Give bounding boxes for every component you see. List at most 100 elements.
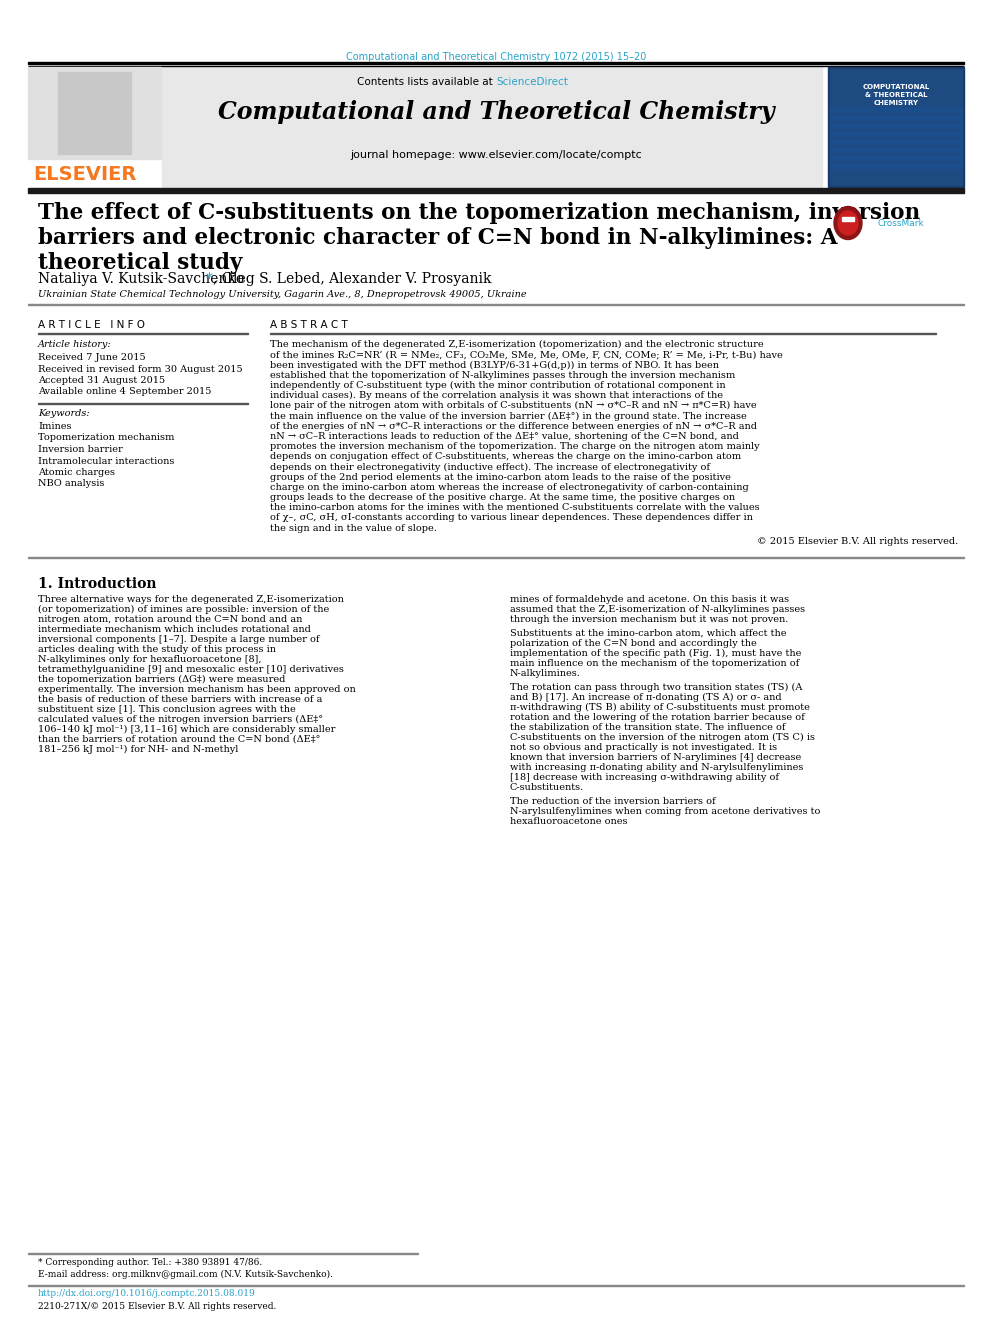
Text: E-mail address: org.milknv@gmail.com (N.V. Kutsik-Savchenko).: E-mail address: org.milknv@gmail.com (N.… bbox=[38, 1270, 333, 1279]
Text: promotes the inversion mechanism of the topomerization. The charge on the nitrog: promotes the inversion mechanism of the … bbox=[270, 442, 760, 451]
Text: mines of formaldehyde and acetone. On this basis it was: mines of formaldehyde and acetone. On th… bbox=[510, 595, 789, 603]
Text: independently of C-substituent type (with the minor contribution of rotational c: independently of C-substituent type (wit… bbox=[270, 381, 725, 390]
Text: * Corresponding author. Tel.: +380 93891 47/86.: * Corresponding author. Tel.: +380 93891… bbox=[38, 1258, 262, 1267]
Text: established that the topomerization of N-alkylimines passes through the inversio: established that the topomerization of N… bbox=[270, 370, 735, 380]
Text: through the inversion mechanism but it was not proven.: through the inversion mechanism but it w… bbox=[510, 615, 789, 624]
Bar bbox=[162, 67, 822, 187]
Text: N-alkylimines.: N-alkylimines. bbox=[510, 669, 581, 677]
Bar bbox=[830, 148, 962, 152]
Text: Keywords:: Keywords: bbox=[38, 409, 89, 418]
Text: 181–256 kJ mol⁻¹) for NH- and N-methyl: 181–256 kJ mol⁻¹) for NH- and N-methyl bbox=[38, 745, 238, 754]
Text: NBO analysis: NBO analysis bbox=[38, 479, 104, 488]
Text: The rotation can pass through two transition states (TS) (A: The rotation can pass through two transi… bbox=[510, 683, 803, 692]
Bar bbox=[58, 71, 131, 153]
Ellipse shape bbox=[838, 210, 858, 235]
Text: articles dealing with the study of this process in: articles dealing with the study of this … bbox=[38, 644, 276, 654]
Text: main influence on the mechanism of the topomerization of: main influence on the mechanism of the t… bbox=[510, 659, 800, 668]
Bar bbox=[830, 116, 962, 120]
Text: nitrogen atom, rotation around the C=N bond and an: nitrogen atom, rotation around the C=N b… bbox=[38, 615, 303, 624]
Text: , Oleg S. Lebed, Alexander V. Prosyanik: , Oleg S. Lebed, Alexander V. Prosyanik bbox=[213, 273, 492, 286]
Text: A R T I C L E   I N F O: A R T I C L E I N F O bbox=[38, 320, 145, 329]
Bar bbox=[828, 67, 964, 187]
Text: been investigated with the DFT method (B3LYP/6-31+G(d,p)) in terms of NBO. It ha: been investigated with the DFT method (B… bbox=[270, 360, 719, 369]
Text: Computational and Theoretical Chemistry: Computational and Theoretical Chemistry bbox=[217, 101, 775, 124]
Text: N-alkylimines only for hexafluoroacetone [8],: N-alkylimines only for hexafluoroacetone… bbox=[38, 655, 262, 664]
Text: The reduction of the inversion barriers of: The reduction of the inversion barriers … bbox=[510, 796, 715, 806]
Text: N-arylsulfenylimines when coming from acetone derivatives to: N-arylsulfenylimines when coming from ac… bbox=[510, 807, 820, 816]
Text: Topomerization mechanism: Topomerization mechanism bbox=[38, 434, 175, 442]
Text: Article history:: Article history: bbox=[38, 340, 112, 349]
Text: Nataliya V. Kutsik-Savchenko: Nataliya V. Kutsik-Savchenko bbox=[38, 273, 249, 286]
Text: http://dx.doi.org/10.1016/j.comptc.2015.08.019: http://dx.doi.org/10.1016/j.comptc.2015.… bbox=[38, 1289, 256, 1298]
Text: & THEORETICAL: & THEORETICAL bbox=[865, 93, 928, 98]
Text: COMPUTATIONAL: COMPUTATIONAL bbox=[862, 83, 930, 90]
Text: than the barriers of rotation around the C=N bond (ΔE‡°: than the barriers of rotation around the… bbox=[38, 734, 320, 744]
Text: the basis of reduction of these barriers with increase of a: the basis of reduction of these barriers… bbox=[38, 695, 322, 704]
Text: CHEMISTRY: CHEMISTRY bbox=[874, 101, 919, 106]
Text: Computational and Theoretical Chemistry 1072 (2015) 15–20: Computational and Theoretical Chemistry … bbox=[346, 52, 646, 62]
Text: Imines: Imines bbox=[38, 422, 71, 431]
Text: Accepted 31 August 2015: Accepted 31 August 2015 bbox=[38, 376, 165, 385]
Text: Received in revised form 30 August 2015: Received in revised form 30 August 2015 bbox=[38, 365, 243, 373]
Text: the sign and in the value of slope.: the sign and in the value of slope. bbox=[270, 524, 436, 533]
Text: barriers and electronic character of C=N bond in N-alkylimines: A: barriers and electronic character of C=N… bbox=[38, 228, 837, 249]
Bar bbox=[830, 69, 962, 185]
Text: *: * bbox=[206, 273, 213, 286]
Text: The effect of C-substituents on the topomerization mechanism, inversion: The effect of C-substituents on the topo… bbox=[38, 202, 921, 224]
Text: depends on conjugation effect of C-substituents, whereas the charge on the imino: depends on conjugation effect of C-subst… bbox=[270, 452, 741, 462]
Text: © 2015 Elsevier B.V. All rights reserved.: © 2015 Elsevier B.V. All rights reserved… bbox=[757, 537, 958, 546]
Text: calculated values of the nitrogen inversion barriers (ΔE‡°: calculated values of the nitrogen invers… bbox=[38, 714, 323, 724]
Text: the imino-carbon atoms for the imines with the mentioned C-substituents correlat: the imino-carbon atoms for the imines wi… bbox=[270, 503, 760, 512]
Text: the main influence on the value of the inversion barrier (ΔE‡°) in the ground st: the main influence on the value of the i… bbox=[270, 411, 747, 421]
Text: polarization of the C=N bond and accordingly the: polarization of the C=N bond and accordi… bbox=[510, 639, 757, 648]
Bar bbox=[830, 124, 962, 128]
Text: Ukrainian State Chemical Technology University, Gagarin Ave., 8, Dnepropetrovsk : Ukrainian State Chemical Technology Univ… bbox=[38, 290, 527, 299]
Text: and B) [17]. An increase of π-donating (TS A) or σ- and: and B) [17]. An increase of π-donating (… bbox=[510, 693, 782, 703]
Bar bbox=[830, 140, 962, 144]
Text: individual cases). By means of the correlation analysis it was shown that intera: individual cases). By means of the corre… bbox=[270, 392, 723, 400]
Text: CrossMark: CrossMark bbox=[878, 220, 925, 228]
Text: (or topomerization) of imines are possible: inversion of the: (or topomerization) of imines are possib… bbox=[38, 605, 329, 614]
Text: C-substituents.: C-substituents. bbox=[510, 783, 584, 791]
Text: Three alternative ways for the degenerated Z,E-isomerization: Three alternative ways for the degenerat… bbox=[38, 595, 344, 603]
Text: hexafluoroacetone ones: hexafluoroacetone ones bbox=[510, 816, 628, 826]
Text: not so obvious and practically is not investigated. It is: not so obvious and practically is not in… bbox=[510, 742, 777, 751]
Text: [18] decrease with increasing σ-withdrawing ability of: [18] decrease with increasing σ-withdraw… bbox=[510, 773, 779, 782]
Text: Available online 4 September 2015: Available online 4 September 2015 bbox=[38, 388, 211, 397]
Bar bbox=[830, 164, 962, 168]
Text: rotation and the lowering of the rotation barrier because of: rotation and the lowering of the rotatio… bbox=[510, 713, 805, 722]
Text: The mechanism of the degenerated Z,E-isomerization (topomerization) and the elec: The mechanism of the degenerated Z,E-iso… bbox=[270, 340, 764, 349]
Text: ELSEVIER: ELSEVIER bbox=[33, 165, 136, 184]
Ellipse shape bbox=[834, 206, 862, 239]
Text: known that inversion barriers of N-arylimines [4] decrease: known that inversion barriers of N-aryli… bbox=[510, 753, 802, 762]
Text: ScienceDirect: ScienceDirect bbox=[496, 77, 567, 87]
Text: of the imines R₂C=NR’ (R = NMe₂, CF₃, CO₂Me, SMe, Me, OMe, F, CN, COMe; R’ = Me,: of the imines R₂C=NR’ (R = NMe₂, CF₃, CO… bbox=[270, 351, 783, 360]
Bar bbox=[830, 156, 962, 160]
Text: intermediate mechanism which includes rotational and: intermediate mechanism which includes ro… bbox=[38, 624, 310, 634]
Text: Substituents at the imino-carbon atom, which affect the: Substituents at the imino-carbon atom, w… bbox=[510, 628, 787, 638]
Bar bbox=[830, 108, 962, 112]
Text: Inversion barrier: Inversion barrier bbox=[38, 445, 123, 454]
Text: the stabilization of the transition state. The influence of: the stabilization of the transition stat… bbox=[510, 722, 786, 732]
Text: 106–140 kJ mol⁻¹) [3,11–16] which are considerably smaller: 106–140 kJ mol⁻¹) [3,11–16] which are co… bbox=[38, 725, 335, 734]
Text: of χ–, σC, σH, σI-constants according to various linear dependences. These depen: of χ–, σC, σH, σI-constants according to… bbox=[270, 513, 753, 523]
Text: with increasing π-donating ability and N-arylsulfenylimines: with increasing π-donating ability and N… bbox=[510, 763, 804, 771]
Text: Atomic charges: Atomic charges bbox=[38, 468, 115, 478]
Text: depends on their electronegativity (inductive effect). The increase of electrone: depends on their electronegativity (indu… bbox=[270, 463, 710, 471]
Text: theoretical study: theoretical study bbox=[38, 251, 242, 274]
Text: the topomerization barriers (ΔG‡) were measured: the topomerization barriers (ΔG‡) were m… bbox=[38, 675, 286, 684]
Text: 1. Introduction: 1. Introduction bbox=[38, 577, 157, 591]
Text: groups leads to the decrease of the positive charge. At the same time, the posit: groups leads to the decrease of the posi… bbox=[270, 493, 735, 501]
Text: inversional components [1–7]. Despite a large number of: inversional components [1–7]. Despite a … bbox=[38, 635, 319, 644]
Text: nN → σC–R interactions leads to reduction of the ΔE‡° value, shortening of the C: nN → σC–R interactions leads to reductio… bbox=[270, 431, 739, 441]
Text: implementation of the specific path (Fig. 1), must have the: implementation of the specific path (Fig… bbox=[510, 648, 802, 658]
Text: C-substituents on the inversion of the nitrogen atom (TS C) is: C-substituents on the inversion of the n… bbox=[510, 733, 815, 742]
Text: of the energies of nN → σ*C–R interactions or the difference between energies of: of the energies of nN → σ*C–R interactio… bbox=[270, 422, 757, 430]
Text: experimentally. The inversion mechanism has been approved on: experimentally. The inversion mechanism … bbox=[38, 685, 356, 693]
Bar bbox=[28, 67, 161, 159]
Text: A B S T R A C T: A B S T R A C T bbox=[270, 320, 348, 329]
Text: substituent size [1]. This conclusion agrees with the: substituent size [1]. This conclusion ag… bbox=[38, 705, 296, 714]
Text: Received 7 June 2015: Received 7 June 2015 bbox=[38, 353, 146, 363]
Text: 2210-271X/© 2015 Elsevier B.V. All rights reserved.: 2210-271X/© 2015 Elsevier B.V. All right… bbox=[38, 1302, 277, 1311]
Text: Intramolecular interactions: Intramolecular interactions bbox=[38, 456, 175, 466]
